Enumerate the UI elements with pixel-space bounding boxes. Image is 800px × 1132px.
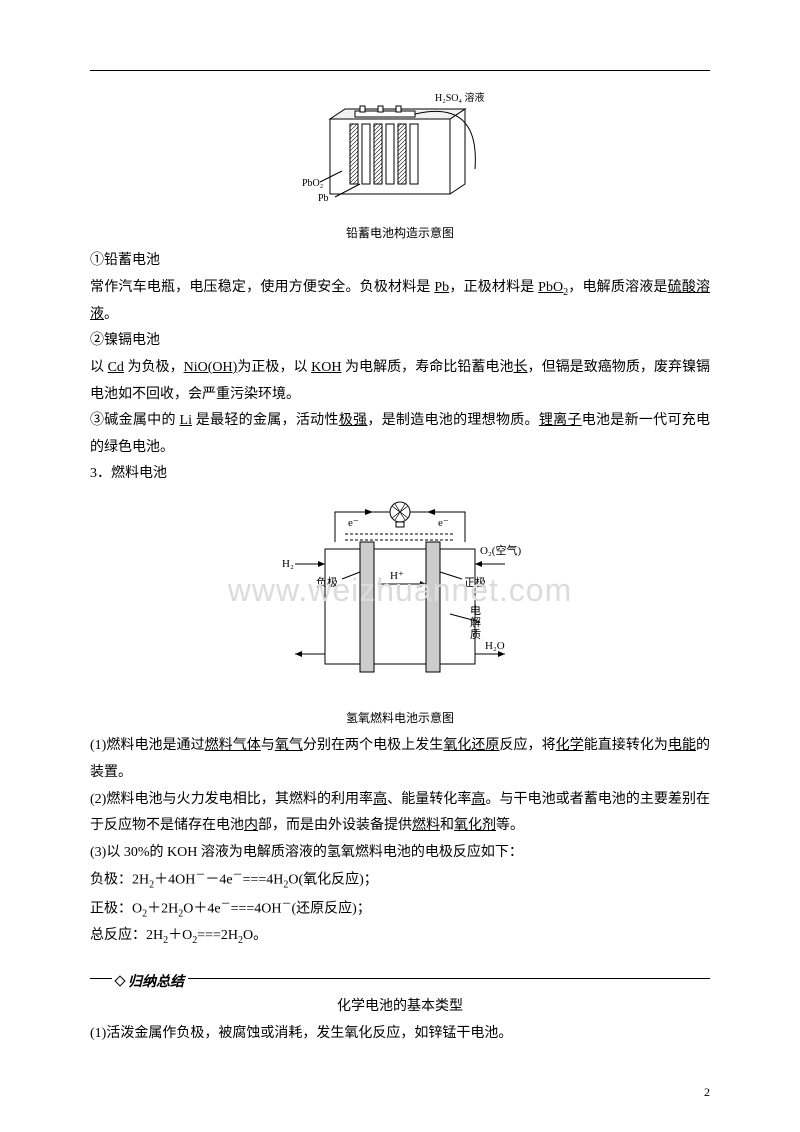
paragraph: ①铅蓄电池 (90, 248, 710, 275)
paragraph: ②镍镉电池 (90, 328, 710, 355)
svg-text:H₂O: H₂O (485, 640, 505, 652)
paragraph: (1)燃料电池是通过燃料气体与氧气分别在两个电极上发生氧化还原反应，将化学能直接… (90, 733, 710, 786)
summary-label: 归纳总结 (112, 968, 188, 995)
paragraph: 负极：2H2＋4OH－－4e－===4H2O(氧化反应)； (90, 866, 710, 894)
paragraph: (3)以 30%的 KOH 溶液为电解质溶液的氢氧燃料电池的电极反应如下： (90, 840, 710, 867)
fuel-cell-figure: e⁻ e⁻ H⁺ H₂ O₂(空气) (90, 494, 710, 729)
fig2-caption: 氢氧燃料电池示意图 (90, 707, 710, 730)
svg-text:H₂: H₂ (282, 558, 294, 570)
svg-text:e⁻: e⁻ (438, 517, 449, 529)
svg-text:电: 电 (470, 604, 481, 617)
fig1-caption: 铅蓄电池构造示意图 (90, 222, 710, 245)
paragraph: 以 Cd 为负极，NiO(OH)为正极，以 KOH 为电解质，寿命比铅蓄电池长，… (90, 355, 710, 408)
svg-text:负极: 负极 (316, 575, 338, 589)
paragraph: (2)燃料电池与火力发电相比，其燃料的利用率高、能量转化率高。与干电池或者蓄电池… (90, 787, 710, 840)
svg-text:正极: 正极 (464, 575, 486, 589)
pb-label: Pb (318, 193, 329, 204)
svg-text:解: 解 (470, 615, 481, 629)
page-number: 2 (704, 1081, 710, 1104)
h2so4-label: H₂SO₄ 溶液 (435, 91, 484, 104)
svg-text:e⁻: e⁻ (348, 517, 359, 529)
paragraph: 常作汽车电瓶，电压稳定，使用方便安全。负极材料是 Pb，正极材料是 PbO2，电… (90, 275, 710, 328)
svg-text:H⁺: H⁺ (390, 570, 404, 582)
paragraph: 总反应：2H2＋O2===2H2O。 (90, 923, 710, 950)
summary-box: 归纳总结 (90, 970, 710, 988)
svg-text:O₂(空气): O₂(空气) (480, 543, 521, 557)
paragraph: 正极：O2＋2H2O＋4e－===4OH－(还原反应)； (90, 895, 710, 923)
lead-battery-figure: H₂SO₄ 溶液 PbO₂ Pb 铅蓄电池构造示意图 (90, 89, 710, 244)
paragraph: 3．燃料电池 (90, 461, 710, 488)
svg-text:质: 质 (470, 628, 481, 641)
paragraph: (1)活泼金属作负极，被腐蚀或消耗，发生氧化反应，如锌锰干电池。 (90, 1021, 710, 1048)
paragraph: ③碱金属中的 Li 是最轻的金属，活动性极强，是制造电池的理想物质。锂离子电池是… (90, 408, 710, 461)
pbo2-label: PbO₂ (302, 178, 323, 189)
summary-title: 化学电池的基本类型 (90, 994, 710, 1021)
